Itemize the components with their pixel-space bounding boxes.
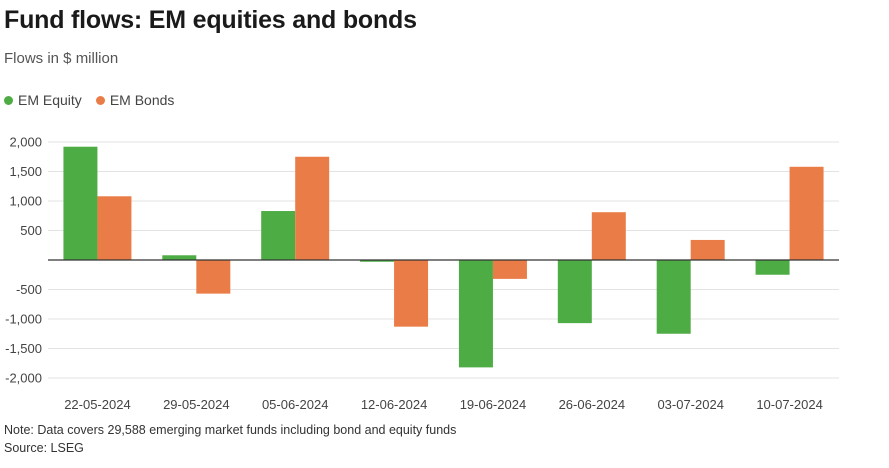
x-tick-label: 29-05-2024	[163, 397, 230, 412]
legend-label-bonds: EM Bonds	[109, 92, 175, 108]
x-tick-label: 03-07-2024	[657, 397, 724, 412]
legend: EM Equity EM Bonds	[4, 92, 188, 108]
y-tick-label: 1,000	[9, 194, 42, 209]
bar-equity	[360, 260, 395, 262]
bar-bonds	[789, 166, 824, 260]
x-tick-label: 19-06-2024	[460, 397, 527, 412]
y-tick-label: -2,000	[5, 371, 42, 386]
bar-equity	[261, 211, 296, 260]
y-tick-label: -500	[16, 282, 42, 297]
legend-item-bonds: EM Bonds	[95, 92, 175, 108]
bar-equity	[755, 260, 790, 275]
bar-equity	[63, 146, 98, 260]
bar-bonds	[591, 212, 626, 260]
x-tick-label: 10-07-2024	[756, 397, 823, 412]
chart-subtitle: Flows in $ million	[4, 50, 119, 67]
chart-title: Fund flows: EM equities and bonds	[4, 6, 417, 34]
bar-bonds	[196, 260, 231, 294]
legend-label-equity: EM Equity	[18, 92, 82, 108]
bar-bonds	[295, 156, 330, 260]
bar-bonds	[492, 260, 527, 279]
footnote: Note: Data covers 29,588 emerging market…	[4, 423, 457, 437]
source-line: Source: LSEG	[4, 441, 84, 455]
y-tick-label: -1,500	[5, 341, 42, 356]
bar-bonds	[690, 239, 725, 260]
x-tick-label: 22-05-2024	[64, 397, 131, 412]
x-tick-label: 05-06-2024	[262, 397, 329, 412]
legend-swatch-bonds	[95, 95, 105, 105]
y-tick-label: -1,000	[5, 312, 42, 327]
bar-bonds	[97, 196, 132, 260]
legend-item-equity: EM Equity	[4, 92, 82, 108]
y-tick-label: 1,500	[9, 164, 42, 179]
y-tick-label: 2,000	[9, 135, 42, 150]
bar-equity	[656, 260, 691, 334]
bar-equity	[557, 260, 592, 324]
x-tick-label: 26-06-2024	[559, 397, 626, 412]
x-tick-label: 12-06-2024	[361, 397, 428, 412]
bar-equity	[458, 260, 493, 368]
legend-swatch-equity	[4, 95, 13, 105]
bar-bonds	[394, 260, 429, 327]
y-tick-label: 500	[20, 223, 42, 238]
bar-equity	[162, 255, 197, 260]
bar-chart: 2,000 1,500 1,000 500 -500 -1,000 -1,500 -2,000…	[5, 135, 839, 412]
